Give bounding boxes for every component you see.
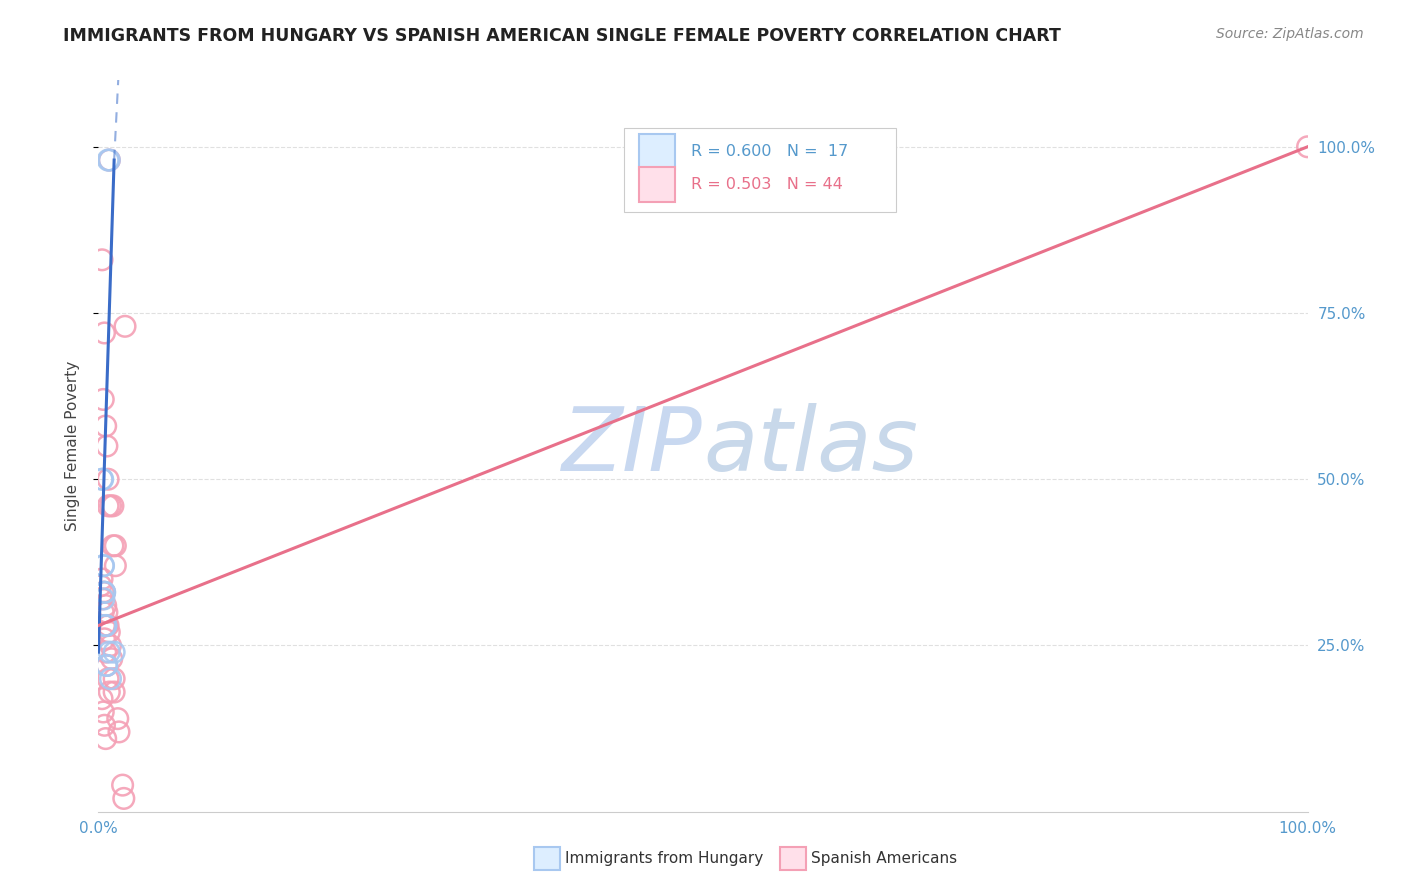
Point — [104, 539, 127, 553]
Text: Source: ZipAtlas.com: Source: ZipAtlas.com — [1216, 27, 1364, 41]
Point — [90, 579, 112, 593]
Point — [103, 685, 125, 699]
Text: Spanish Americans: Spanish Americans — [811, 852, 957, 866]
Point — [98, 685, 121, 699]
Point — [108, 725, 131, 739]
Point — [114, 319, 136, 334]
Point — [94, 618, 117, 632]
Point — [104, 558, 127, 573]
Point — [96, 605, 118, 619]
Text: R = 0.600   N =  17: R = 0.600 N = 17 — [690, 144, 848, 159]
Point — [98, 153, 121, 167]
Point — [96, 658, 118, 673]
Point — [100, 639, 122, 653]
Point — [97, 618, 120, 632]
Point — [91, 691, 114, 706]
Point — [93, 585, 115, 599]
Point — [93, 718, 115, 732]
Point — [91, 472, 114, 486]
Point — [94, 618, 117, 632]
Text: IMMIGRANTS FROM HUNGARY VS SPANISH AMERICAN SINGLE FEMALE POVERTY CORRELATION CH: IMMIGRANTS FROM HUNGARY VS SPANISH AMERI… — [63, 27, 1062, 45]
Point — [97, 472, 120, 486]
Point — [98, 153, 121, 167]
Point — [96, 658, 118, 673]
Point — [91, 572, 114, 586]
Text: atlas: atlas — [703, 403, 918, 489]
Point — [103, 645, 125, 659]
Point — [94, 419, 117, 434]
Point — [101, 539, 124, 553]
Point — [94, 731, 117, 746]
Point — [111, 778, 134, 792]
Text: R = 0.503   N = 44: R = 0.503 N = 44 — [690, 178, 842, 193]
Point — [94, 645, 117, 659]
Point — [96, 439, 118, 453]
Point — [93, 558, 115, 573]
Point — [107, 712, 129, 726]
Point — [98, 625, 121, 640]
Point — [93, 618, 115, 632]
Point — [91, 585, 114, 599]
Point — [91, 252, 114, 267]
Point — [97, 499, 120, 513]
FancyBboxPatch shape — [624, 128, 897, 212]
Point — [94, 618, 117, 632]
Point — [93, 585, 115, 599]
Bar — [638, 168, 675, 202]
Point — [93, 591, 115, 606]
Point — [91, 472, 114, 486]
Point — [101, 499, 124, 513]
Point — [98, 645, 121, 659]
Point — [93, 585, 115, 599]
Point — [112, 791, 135, 805]
Point — [96, 618, 118, 632]
Point — [93, 326, 115, 340]
Point — [96, 658, 118, 673]
Y-axis label: Single Female Poverty: Single Female Poverty — [65, 361, 80, 531]
Point — [91, 392, 114, 407]
Point — [91, 591, 114, 606]
Point — [91, 558, 114, 573]
Text: Immigrants from Hungary: Immigrants from Hungary — [565, 852, 763, 866]
Point — [97, 153, 120, 167]
Point — [100, 672, 122, 686]
Point — [100, 652, 122, 666]
Point — [103, 672, 125, 686]
Point — [91, 705, 114, 719]
Point — [93, 632, 115, 646]
Text: ZIP: ZIP — [562, 403, 703, 489]
Point — [94, 599, 117, 613]
Bar — [638, 134, 675, 169]
Point — [97, 672, 120, 686]
Point — [91, 605, 114, 619]
Point — [1296, 140, 1319, 154]
Point — [100, 499, 122, 513]
